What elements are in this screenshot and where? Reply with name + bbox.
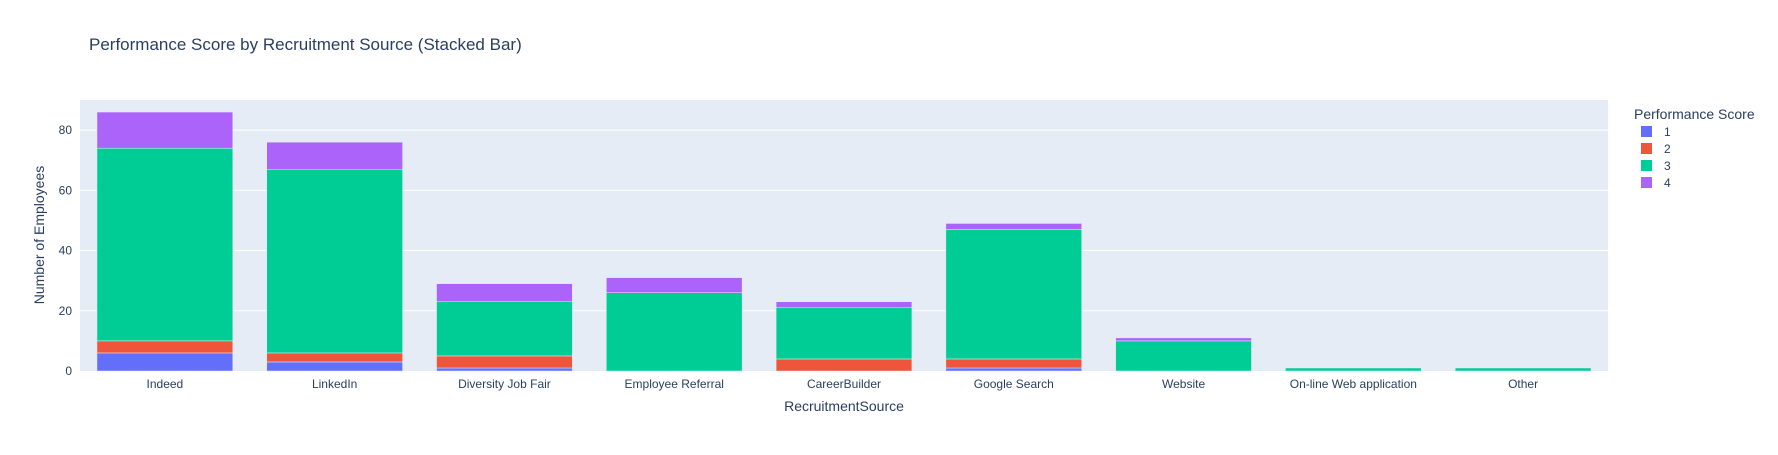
x-tick-label: Google Search (974, 377, 1054, 391)
legend-swatch (1641, 177, 1652, 188)
x-tick-label: Employee Referral (625, 377, 724, 391)
bar-segment[interactable] (96, 147, 234, 342)
y-tick-label: 60 (59, 183, 73, 197)
y-tick-label: 20 (59, 304, 73, 318)
y-axis-title: Number of Employees (31, 166, 47, 305)
legend-item[interactable]: 3 (1641, 159, 1671, 173)
bar-segment[interactable] (775, 307, 913, 360)
legend-item[interactable]: 4 (1641, 176, 1671, 190)
bar-segment[interactable] (96, 340, 234, 354)
x-tick-labels: Indeed LinkedIn Diversity Job Fair Employee… (147, 377, 1539, 391)
x-tick-label: LinkedIn (312, 377, 357, 391)
bar-segment[interactable] (606, 292, 743, 372)
bar-segment[interactable] (1454, 367, 1592, 372)
bar-segment[interactable] (436, 367, 573, 372)
legend-title: Performance Score (1634, 106, 1755, 122)
bar-segment[interactable] (1115, 340, 1252, 372)
bar-segment[interactable] (1285, 367, 1422, 372)
legend-swatch (1641, 126, 1652, 137)
legend: Performance Score 1 2 3 4 (1634, 106, 1755, 190)
bar-segment[interactable] (266, 352, 403, 363)
y-tick-labels: 0 20 40 60 80 (59, 123, 73, 378)
bar-segment[interactable] (775, 358, 913, 372)
bar-segment[interactable] (266, 361, 403, 372)
legend-label: 3 (1664, 159, 1671, 173)
bar-segment[interactable] (96, 111, 234, 149)
x-tick-label: Other (1508, 377, 1538, 391)
bar-segment[interactable] (1115, 337, 1252, 342)
bar-segment[interactable] (266, 141, 403, 170)
y-tick-label: 0 (65, 364, 72, 378)
bar-segment[interactable] (945, 358, 1082, 369)
x-tick-label: Indeed (147, 377, 184, 391)
y-tick-label: 40 (59, 244, 73, 258)
y-tick-label: 80 (59, 123, 73, 137)
bar-segment[interactable] (945, 229, 1082, 360)
x-axis-title: RecruitmentSource (784, 398, 904, 414)
legend-swatch (1641, 160, 1652, 171)
chart-title: Performance Score by Recruitment Source … (89, 35, 522, 54)
bars (96, 111, 1592, 372)
bar-segment[interactable] (945, 223, 1082, 230)
legend-item[interactable]: 2 (1641, 142, 1671, 156)
bar-segment[interactable] (436, 355, 573, 369)
legend-label: 2 (1664, 142, 1671, 156)
legend-swatch (1641, 143, 1652, 154)
bar-segment[interactable] (945, 367, 1082, 372)
legend-label: 1 (1664, 125, 1671, 139)
x-tick-label: Website (1162, 377, 1205, 391)
x-tick-label: On-line Web application (1290, 377, 1417, 391)
bar-segment[interactable] (96, 352, 234, 372)
bar-segment[interactable] (606, 277, 743, 293)
x-tick-label: CareerBuilder (807, 377, 881, 391)
bar-segment[interactable] (436, 301, 573, 357)
bar-segment[interactable] (436, 283, 573, 302)
bar-segment[interactable] (775, 301, 913, 309)
bar-segment[interactable] (266, 169, 403, 354)
legend-label: 4 (1664, 176, 1671, 190)
x-tick-label: Diversity Job Fair (458, 377, 551, 391)
legend-item[interactable]: 1 (1641, 125, 1671, 139)
